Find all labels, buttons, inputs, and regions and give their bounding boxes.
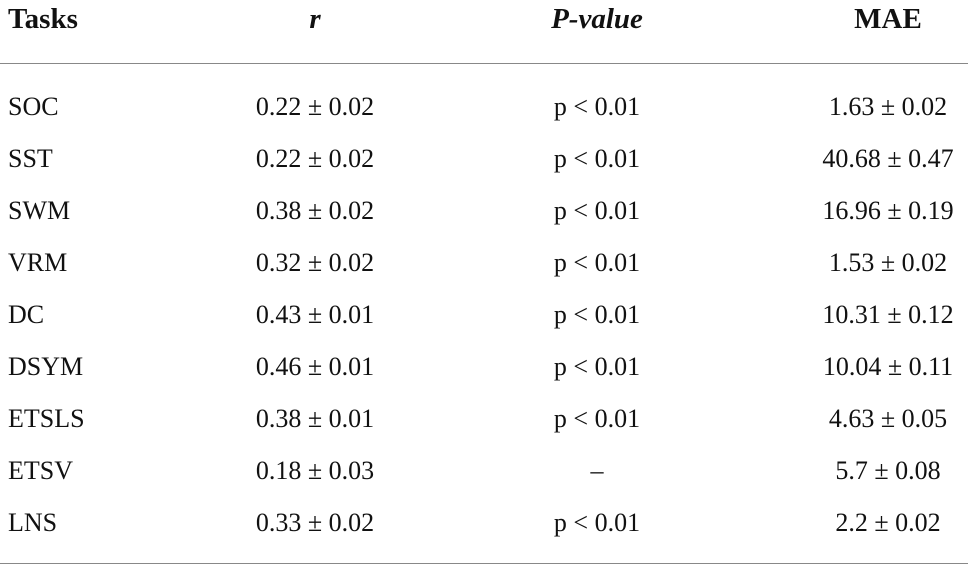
table-cell: 0.22 ± 0.02 <box>255 144 375 173</box>
table-cell: 0.18 ± 0.03 <box>255 456 375 485</box>
table-cell: 0.38 ± 0.01 <box>255 404 375 433</box>
table-cell: 40.68 ± 0.47 <box>822 144 954 173</box>
table-cell: – <box>590 456 604 485</box>
table-cell: 16.96 ± 0.19 <box>822 196 954 225</box>
task-name: LNS <box>8 508 58 537</box>
table-cell: p < 0.01 <box>553 300 641 329</box>
table-cell: 0.43 ± 0.01 <box>255 300 375 329</box>
table-cell: p < 0.01 <box>553 352 641 381</box>
table-cell: p < 0.01 <box>553 508 641 537</box>
table-cell: 1.63 ± 0.02 <box>828 92 948 121</box>
column-header: MAE <box>854 3 922 35</box>
table-cell: 10.04 ± 0.11 <box>822 352 954 381</box>
table-cell: p < 0.01 <box>553 404 641 433</box>
table-cell: 0.46 ± 0.01 <box>255 352 375 381</box>
table-cell: 0.38 ± 0.02 <box>255 196 375 225</box>
table-cell: p < 0.01 <box>553 196 641 225</box>
table-cell: 10.31 ± 0.12 <box>822 300 954 329</box>
column-header: Tasks <box>8 3 78 35</box>
task-name: VRM <box>8 248 68 277</box>
task-name: SOC <box>8 92 59 121</box>
column-header: P-value <box>551 3 643 35</box>
table-cell: p < 0.01 <box>553 92 641 121</box>
table-cell: 0.33 ± 0.02 <box>255 508 375 537</box>
bottom-rule <box>0 563 968 564</box>
table-cell: 0.22 ± 0.02 <box>255 92 375 121</box>
task-name: DC <box>8 300 45 329</box>
table-cell: p < 0.01 <box>553 248 641 277</box>
task-name: DSYM <box>8 352 84 381</box>
task-name: SWM <box>8 196 71 225</box>
table-cell: 0.32 ± 0.02 <box>255 248 375 277</box>
task-name: ETSV <box>8 456 73 485</box>
header-rule <box>0 63 968 64</box>
table-cell: p < 0.01 <box>553 144 641 173</box>
column-header: r <box>309 3 321 35</box>
task-name: ETSLS <box>8 404 85 433</box>
table-cell: 4.63 ± 0.05 <box>828 404 948 433</box>
table-cell: 1.53 ± 0.02 <box>828 248 948 277</box>
table-cell: 2.2 ± 0.02 <box>835 508 941 537</box>
table-cell: 5.7 ± 0.08 <box>835 456 941 485</box>
task-name: SST <box>8 144 53 173</box>
